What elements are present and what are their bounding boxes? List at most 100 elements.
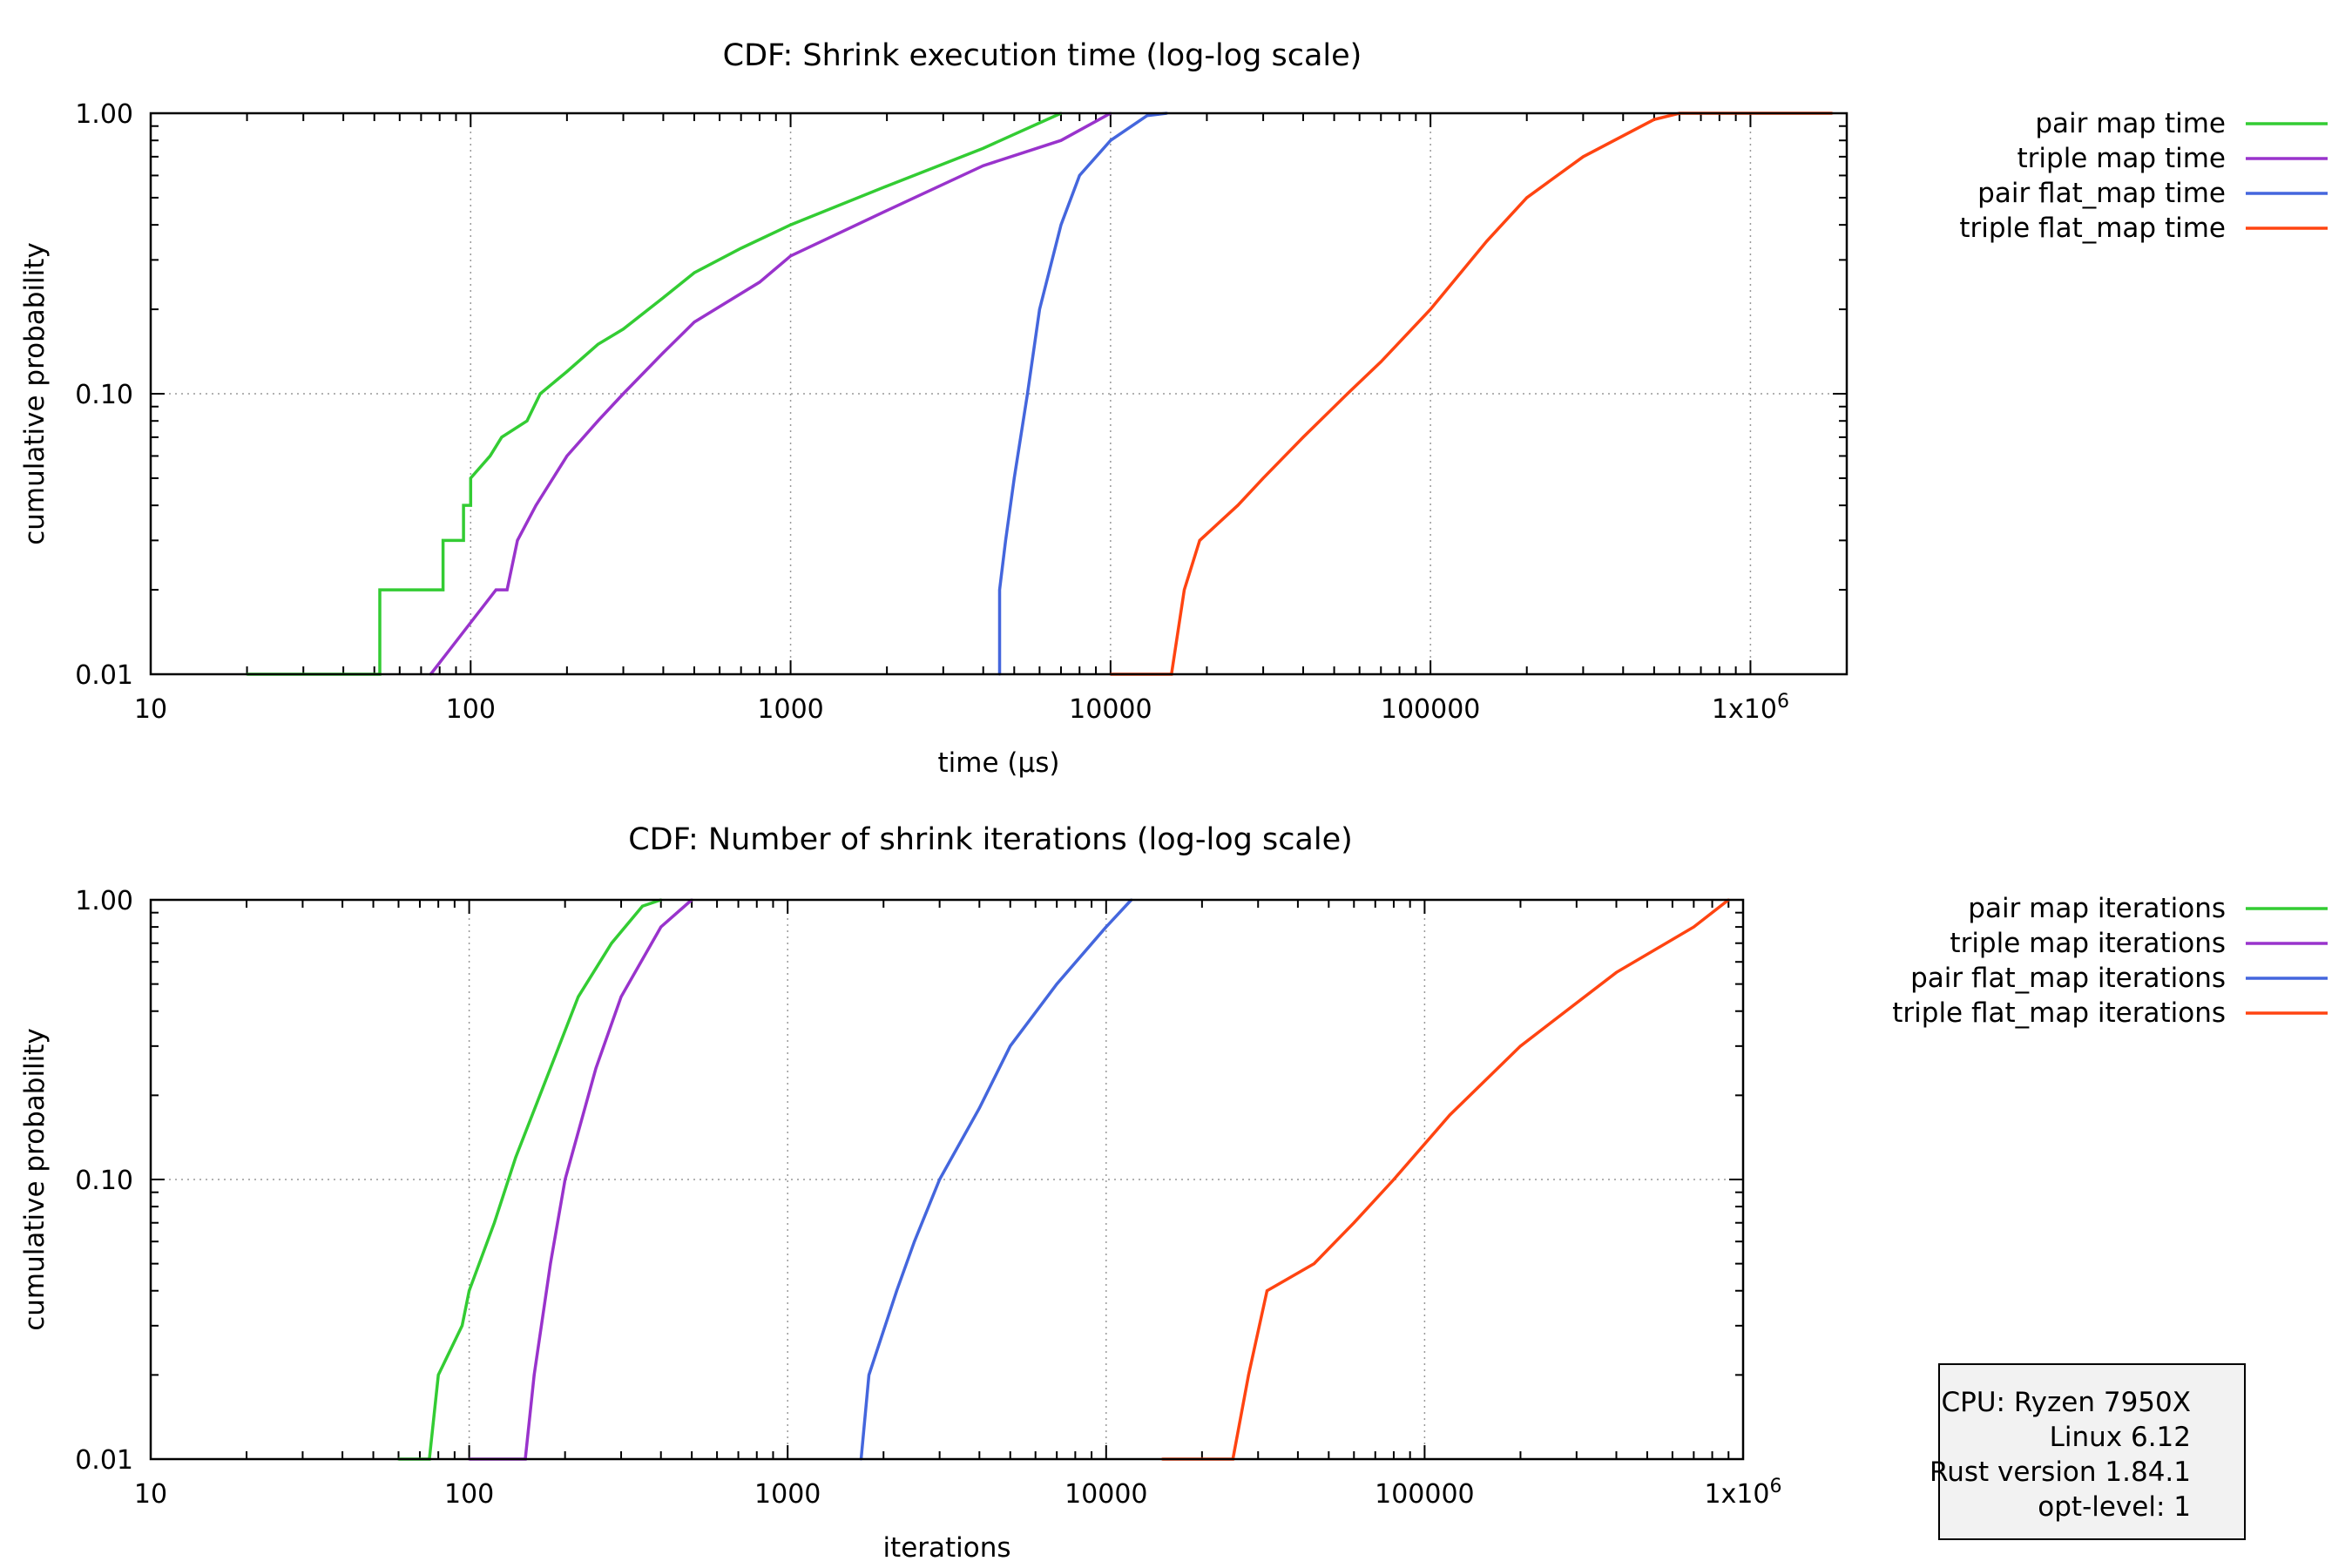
- data-point: [1379, 360, 1382, 363]
- data-point: [1037, 308, 1041, 311]
- x-tick-label-text: 10000: [1069, 694, 1152, 725]
- data-point: [641, 904, 645, 908]
- y-axis-label: cumulative probability: [19, 1028, 51, 1331]
- data-point: [442, 538, 445, 542]
- data-point: [661, 296, 665, 300]
- data-point: [1301, 436, 1305, 439]
- x-tick-label: 100000: [1381, 694, 1481, 725]
- legend-label: pair map iterations: [1968, 893, 2226, 924]
- data-point: [622, 328, 625, 331]
- data-point: [1429, 308, 1432, 311]
- data-point: [538, 392, 542, 395]
- data-point: [489, 454, 492, 457]
- data-point: [514, 1156, 517, 1159]
- series-line-pair-map-iterations: [398, 898, 662, 1461]
- x-tick-label-text: 100: [444, 1479, 494, 1510]
- x-tick-label-exponent: 6: [1777, 691, 1789, 713]
- data-point: [758, 280, 761, 284]
- x-tick-label-text: 100000: [1375, 1479, 1475, 1510]
- data-point: [1265, 1289, 1268, 1293]
- x-tick-label: 10000: [1069, 694, 1152, 725]
- data-point: [549, 1262, 552, 1266]
- data-point: [1183, 588, 1186, 591]
- data-point: [1025, 392, 1029, 395]
- legend-label: pair map time: [2035, 108, 2226, 139]
- data-point: [1004, 538, 1007, 542]
- data-point: [740, 247, 743, 250]
- x-tick-label: 100000: [1375, 1479, 1475, 1510]
- data-point: [494, 588, 497, 591]
- data-point: [997, 588, 1001, 591]
- data-point: [442, 588, 445, 591]
- data-point: [500, 436, 504, 439]
- series-line-pair-flat-map-iterations: [859, 898, 1132, 1460]
- series-line-pair-flat-map-time: [997, 112, 1167, 674]
- data-point: [1012, 476, 1016, 480]
- series-line-triple-map-time: [429, 112, 1112, 676]
- data-point: [661, 351, 665, 355]
- x-tick-label-text: 1x10: [1704, 1479, 1769, 1510]
- data-point: [1236, 504, 1240, 507]
- data-point: [596, 419, 599, 422]
- data-point: [868, 1373, 871, 1376]
- data-point: [1581, 155, 1585, 159]
- info-rust-version: Rust version 1.84.1: [1930, 1456, 2191, 1488]
- data-point: [1009, 1044, 1012, 1048]
- data-point: [659, 925, 663, 929]
- data-point: [468, 1289, 471, 1293]
- x-tick-label-text: 1000: [754, 1479, 821, 1510]
- x-axis-label: iterations: [882, 1532, 1010, 1564]
- data-point: [1346, 392, 1349, 395]
- legend-label: pair flat_map time: [1977, 178, 2226, 209]
- data-point: [532, 1373, 536, 1376]
- data-point: [982, 164, 985, 167]
- x-tick-label-exponent: 6: [1770, 1476, 1782, 1497]
- data-point: [938, 1178, 942, 1181]
- data-point: [436, 1373, 440, 1376]
- data-point: [1352, 1221, 1355, 1225]
- y-tick-label: 0.01: [75, 660, 133, 691]
- x-tick-label: 1x106: [1704, 1476, 1781, 1510]
- data-point: [577, 995, 580, 998]
- data-point: [525, 419, 529, 422]
- data-point: [977, 1106, 981, 1110]
- data-point: [1485, 240, 1489, 243]
- data-point: [1146, 114, 1149, 118]
- data-point: [1059, 139, 1063, 142]
- x-tick-label-text: 100: [446, 694, 496, 725]
- data-point: [1109, 139, 1112, 142]
- chart-title: CDF: Shrink execution time (log-log scal…: [723, 38, 1362, 73]
- data-point: [1652, 118, 1656, 121]
- chart-title: CDF: Number of shrink iterations (log-lo…: [628, 822, 1353, 857]
- data-point: [1247, 1373, 1250, 1376]
- data-point: [789, 223, 793, 226]
- x-tick-label: 1000: [757, 694, 823, 725]
- x-tick-label-text: 10: [134, 694, 167, 725]
- x-axis-label: time (µs): [938, 747, 1060, 779]
- data-point: [913, 1240, 916, 1243]
- data-point: [1392, 1178, 1396, 1181]
- data-point: [565, 454, 569, 457]
- legend-label: triple flat_map iterations: [1892, 997, 2226, 1029]
- data-point: [1059, 223, 1063, 226]
- info-box-frame: [1938, 1363, 2246, 1540]
- data-point: [594, 1066, 598, 1070]
- legend-label: pair flat_map iterations: [1910, 963, 2226, 994]
- data-point: [549, 1066, 552, 1070]
- data-point: [1105, 925, 1108, 929]
- x-tick-label-text: 1x10: [1712, 694, 1777, 725]
- data-point: [1448, 1113, 1451, 1117]
- info-cpu: CPU: Ryzen 7950X: [1942, 1387, 2192, 1418]
- data-point: [1692, 925, 1695, 929]
- x-tick-label: 1x106: [1712, 691, 1789, 725]
- y-tick-label: 0.10: [75, 1166, 133, 1196]
- x-tick-label: 10: [134, 1479, 167, 1510]
- info-os: Linux 6.12: [2050, 1422, 2191, 1453]
- data-point: [565, 370, 569, 374]
- data-point: [610, 942, 613, 945]
- data-point: [885, 185, 889, 188]
- data-point: [693, 271, 696, 274]
- data-point: [1198, 538, 1201, 542]
- data-point: [789, 254, 793, 258]
